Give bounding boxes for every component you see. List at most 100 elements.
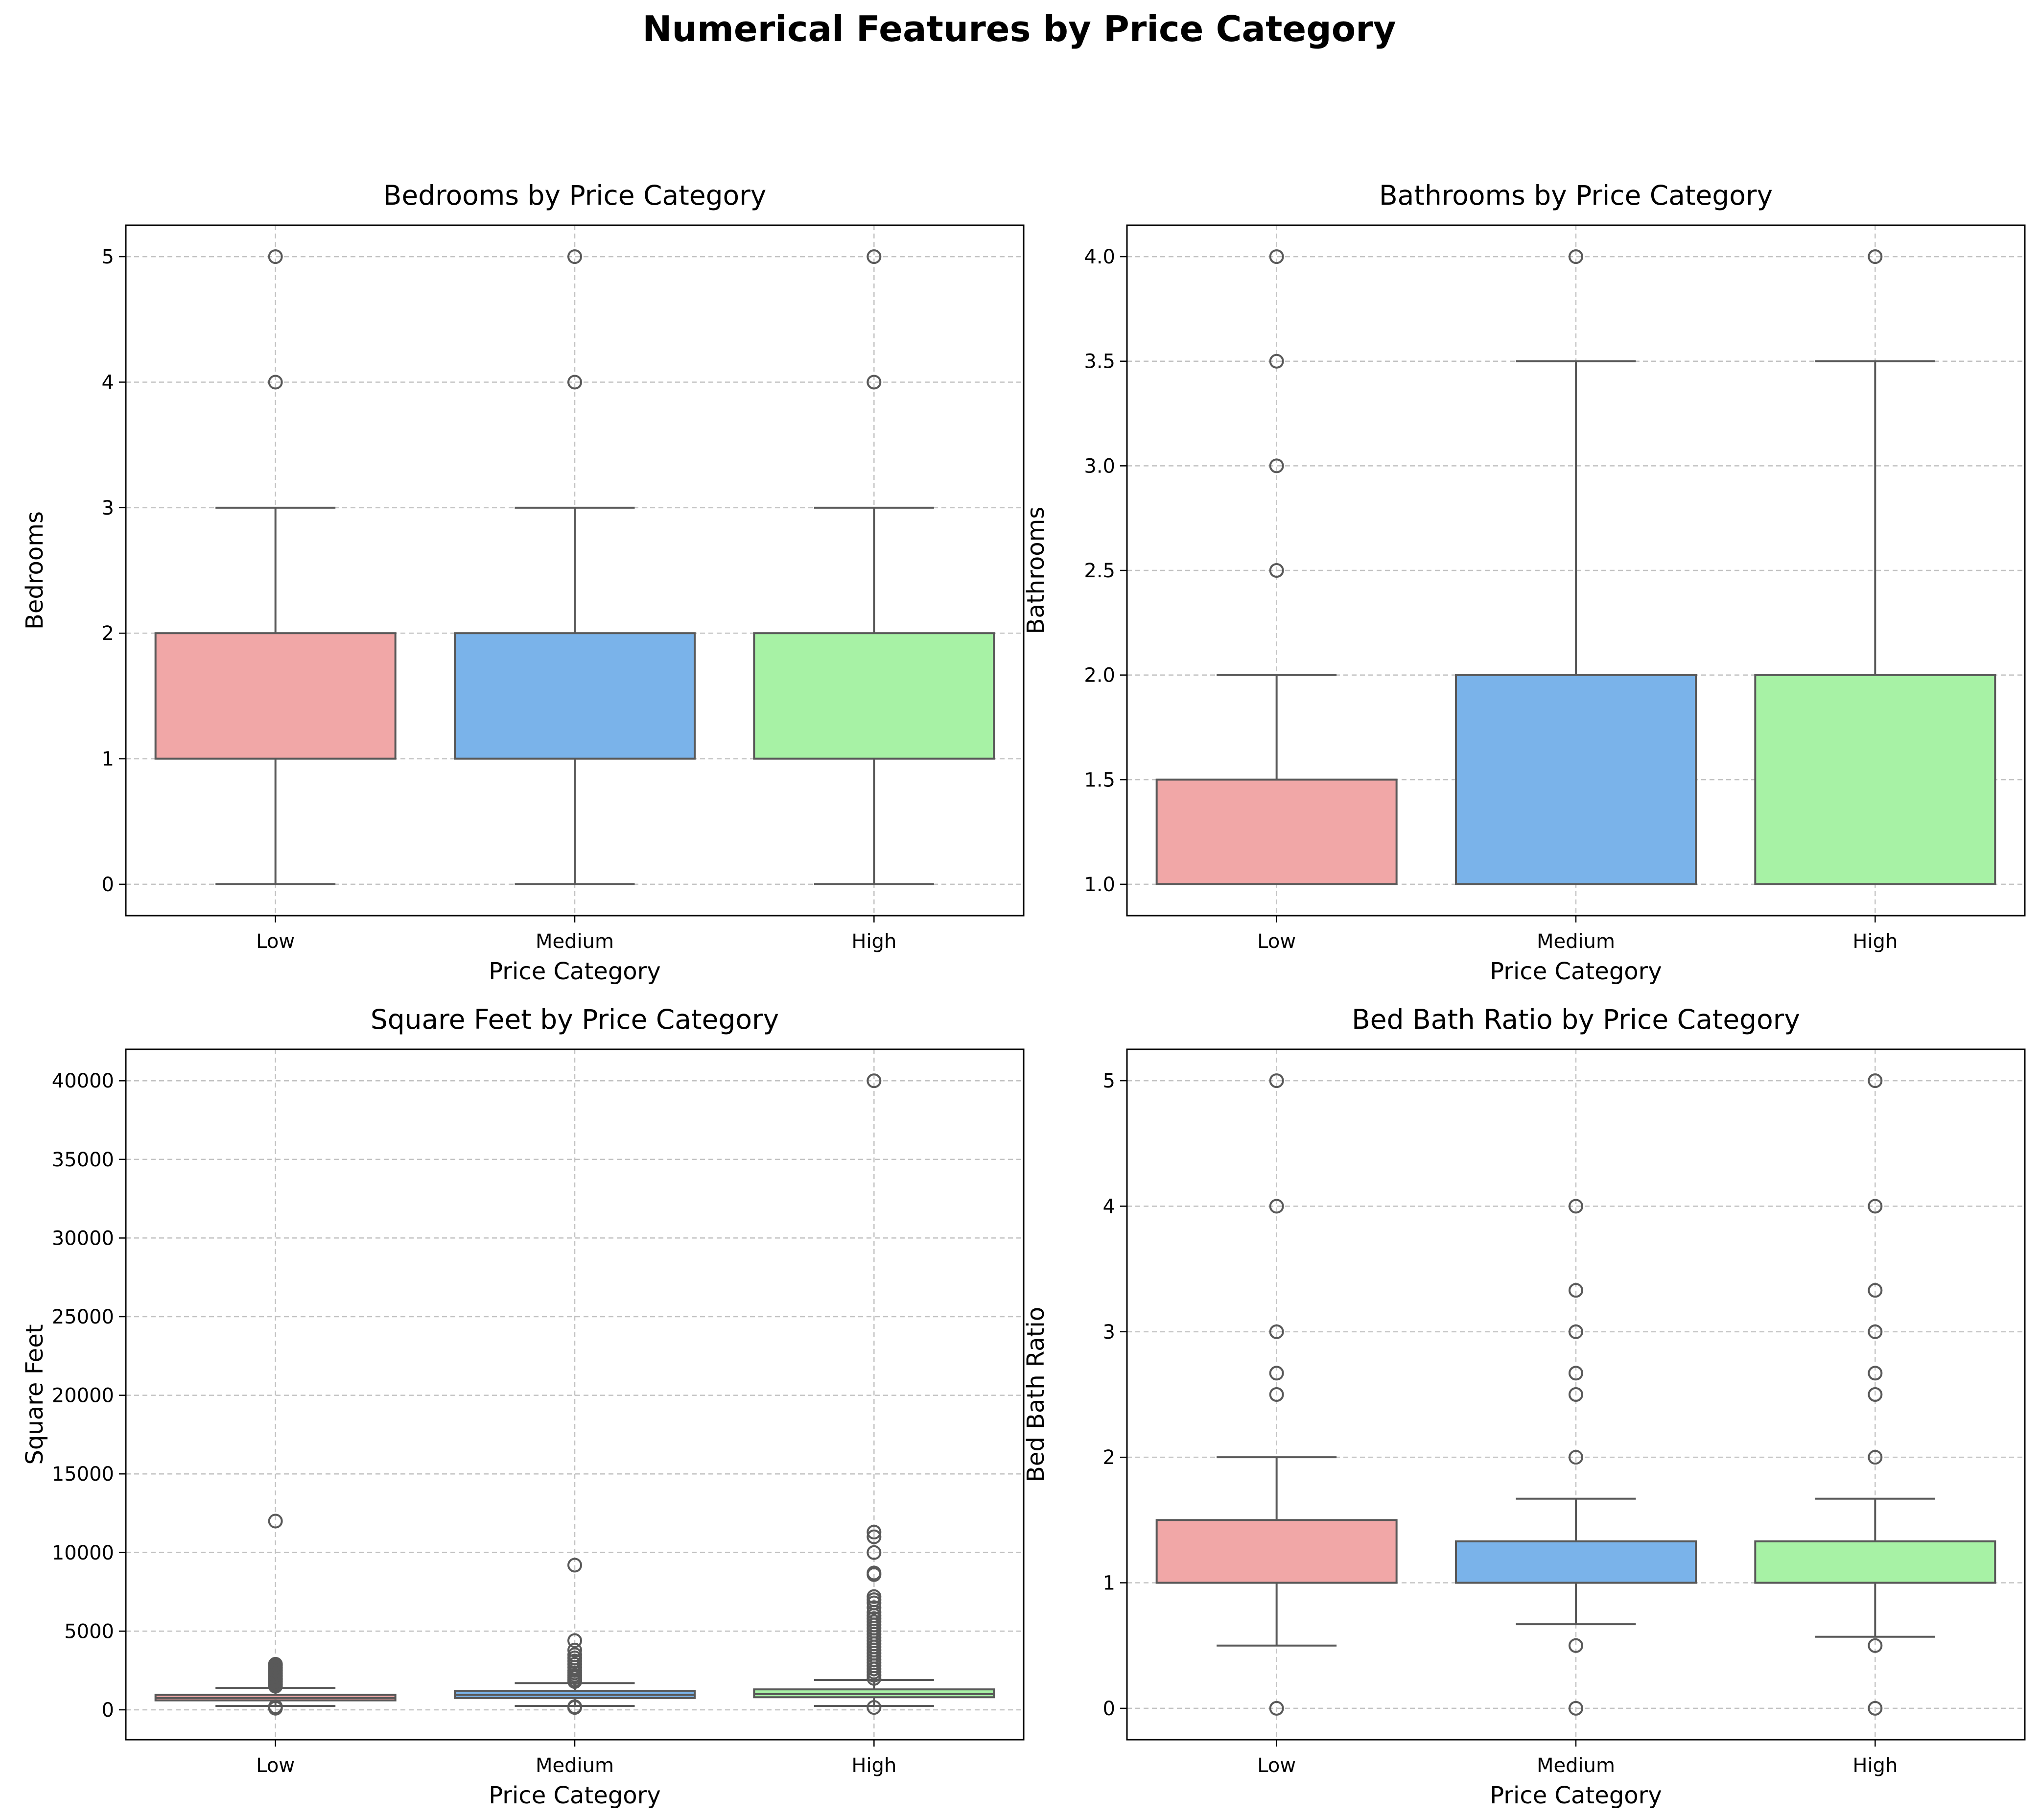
box-plot-low: [1155, 249, 1398, 885]
outlier-point: [567, 249, 582, 264]
x-axis-label: Price Category: [489, 958, 661, 985]
y-tick-label: 2: [102, 622, 114, 645]
outlier-point: [867, 1700, 882, 1715]
outlier-point: [268, 1678, 283, 1694]
outlier-point: [1868, 1283, 1883, 1298]
outlier-point: [1569, 1638, 1583, 1653]
outlier-point: [1569, 1324, 1583, 1339]
box-plot-medium: [1455, 1199, 1697, 1716]
subplot-grid: 0 1 2 3 4 5 Low Medium High Bedrooms by Price Cat…: [21, 180, 2026, 1809]
outlier-point: [567, 1558, 582, 1573]
subplot-title: Bed Bath Ratio by Price Category: [1352, 1004, 1800, 1035]
outlier-point: [867, 375, 882, 390]
y-tick-label: 2: [1103, 1446, 1115, 1469]
subplot-title: Bedrooms by Price Category: [383, 180, 767, 211]
outlier-point: [1269, 458, 1284, 473]
x-axis-label: Price Category: [1490, 1782, 1662, 1809]
y-tick-label: 10000: [52, 1542, 114, 1564]
y-tick-label: 30000: [52, 1227, 114, 1250]
x-tick-label: High: [1852, 930, 1898, 953]
outlier-point: [1868, 249, 1883, 264]
y-axis-label: Bathrooms: [1022, 507, 1050, 635]
outlier-point: [268, 1701, 283, 1716]
y-axis-label: Bedrooms: [21, 511, 48, 630]
iqr-box: [1754, 674, 1996, 885]
y-tick-label: 3: [1103, 1321, 1115, 1344]
figure-title: Numerical Features by Price Category: [642, 8, 1396, 49]
outlier-point: [1569, 1199, 1583, 1214]
subplot-panel: 1.0 1.5 2.0 2.5 3.0 3.5 4.0 Low Medium High Bathro…: [1022, 180, 2026, 985]
y-tick-label: 0: [102, 1699, 114, 1722]
outlier-point: [1868, 1199, 1883, 1214]
iqr-box: [753, 632, 995, 760]
outlier-point: [1868, 1701, 1883, 1716]
y-tick-label: 5: [1103, 1070, 1115, 1092]
y-tick-label: 3.0: [1084, 455, 1115, 477]
outlier-point: [867, 1671, 882, 1686]
box-plot-high: [753, 249, 995, 885]
outlier-point: [867, 1073, 882, 1088]
box-plot-medium: [454, 249, 696, 885]
x-tick-label: High: [851, 930, 896, 953]
iqr-box: [154, 632, 397, 760]
x-tick-label: Medium: [536, 930, 614, 953]
box-plot-medium: [1455, 249, 1697, 885]
y-tick-label: 4: [1103, 1195, 1115, 1218]
x-tick-label: Low: [256, 1754, 295, 1777]
outlier-point: [1569, 1701, 1583, 1716]
x-axis-label: Price Category: [1490, 958, 1662, 985]
outlier-point: [1868, 1366, 1883, 1381]
outlier-point: [1269, 1073, 1284, 1088]
x-tick-label: Medium: [1537, 1754, 1615, 1777]
subplot-panel: 0 5000 10000 15000 20000 25000 30000 35000 40000…: [21, 1004, 1025, 1809]
outlier-point: [1569, 1283, 1583, 1298]
subplot-title: Bathrooms by Price Category: [1379, 180, 1773, 211]
y-tick-label: 3.5: [1084, 351, 1115, 373]
box-plot-low: [154, 1513, 397, 1716]
outlier-point: [1569, 1366, 1583, 1381]
y-tick-label: 0: [1103, 1698, 1115, 1720]
outlier-point: [1269, 1387, 1284, 1402]
box-plot-low: [1155, 1073, 1398, 1716]
outlier-point: [567, 1633, 582, 1648]
outlier-point: [1269, 563, 1284, 578]
iqr-box: [1155, 1519, 1398, 1584]
iqr-box: [1754, 1540, 1996, 1584]
outlier-point: [268, 375, 283, 390]
outlier-point: [1269, 1324, 1284, 1339]
outlier-point: [1569, 249, 1583, 264]
box-plot-medium: [454, 1558, 696, 1715]
y-tick-label: 25000: [52, 1306, 114, 1328]
y-tick-label: 1.5: [1084, 769, 1115, 791]
y-axis-label: Square Feet: [21, 1324, 48, 1465]
outlier-point: [867, 1567, 882, 1582]
outlier-point: [867, 1545, 882, 1560]
y-tick-label: 40000: [52, 1070, 114, 1092]
outlier-point: [1868, 1073, 1883, 1088]
iqr-box: [1155, 779, 1398, 885]
outlier-point: [867, 1525, 882, 1540]
y-tick-label: 5000: [64, 1620, 114, 1643]
y-tick-label: 5: [102, 246, 114, 268]
x-tick-label: Medium: [536, 1754, 614, 1777]
outlier-point: [567, 375, 582, 390]
outlier-point: [1868, 1450, 1883, 1465]
y-tick-label: 4.0: [1084, 246, 1115, 268]
box-plot-high: [1754, 1073, 1996, 1716]
outlier-point: [1569, 1450, 1583, 1465]
y-tick-label: 2.0: [1084, 664, 1115, 687]
y-tick-label: 15000: [52, 1463, 114, 1486]
y-axis-label: Bed Bath Ratio: [1022, 1307, 1050, 1482]
outlier-point: [268, 1513, 283, 1529]
iqr-box: [454, 632, 696, 760]
x-tick-label: High: [1852, 1754, 1898, 1777]
y-tick-label: 1.0: [1084, 874, 1115, 896]
outlier-point: [268, 249, 283, 264]
x-tick-label: Medium: [1537, 930, 1615, 953]
outlier-point: [1269, 1199, 1284, 1214]
box-plot-high: [1754, 249, 1996, 885]
outlier-point: [1569, 1387, 1583, 1402]
y-tick-label: 20000: [52, 1385, 114, 1407]
x-tick-label: Low: [1257, 930, 1296, 953]
